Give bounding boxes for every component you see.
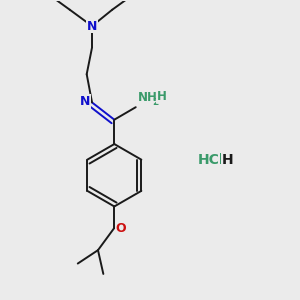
Text: NH: NH bbox=[137, 91, 158, 103]
Text: H: H bbox=[157, 90, 166, 103]
Text: HCl: HCl bbox=[198, 152, 224, 167]
Text: N: N bbox=[87, 20, 97, 33]
Text: O: O bbox=[116, 222, 126, 235]
Text: N: N bbox=[80, 95, 91, 108]
Text: H: H bbox=[221, 152, 233, 167]
Text: 2: 2 bbox=[153, 98, 159, 107]
